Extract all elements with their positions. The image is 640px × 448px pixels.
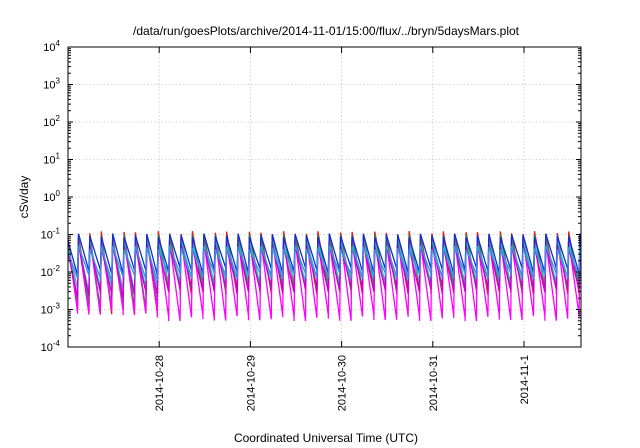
series-line	[68, 245, 581, 282]
y-tick-label: 103	[43, 77, 60, 92]
x-tick-label: 2014-10-31	[428, 355, 440, 411]
x-tick-label: 2014-10-30	[337, 355, 349, 411]
series-group	[68, 230, 581, 322]
y-tick-label: 10-4	[41, 339, 61, 354]
y-tick-label: 10-1	[41, 227, 61, 242]
y-tick-label: 100	[43, 189, 60, 204]
y-axis-label: cSv/day	[17, 176, 31, 219]
y-tick-label: 10-3	[41, 302, 61, 317]
x-tick-label: 2014-10-29	[245, 355, 257, 411]
y-tick-label: 101	[43, 152, 60, 167]
x-tick-label: 2014-11-1	[519, 355, 531, 404]
y-tick-label: 102	[43, 114, 60, 129]
x-tick-labels: 2014-10-28 2014-10-29 2014-10-30 2014-10-31…	[154, 355, 531, 411]
y-tick-label: 104	[43, 39, 60, 54]
x-axis-label: Coordinated Universal Time (UTC)	[234, 431, 418, 445]
x-tick-label: 2014-10-28	[154, 355, 166, 411]
y-tick-labels: 10-4 10-3 10-2 10-1 100 101 102 103 104	[41, 39, 61, 354]
chart-title: /data/run/goesPlots/archive/2014-11-01/1…	[133, 24, 520, 38]
y-tick-label: 10-2	[41, 264, 61, 279]
tick-marks	[68, 46, 581, 348]
